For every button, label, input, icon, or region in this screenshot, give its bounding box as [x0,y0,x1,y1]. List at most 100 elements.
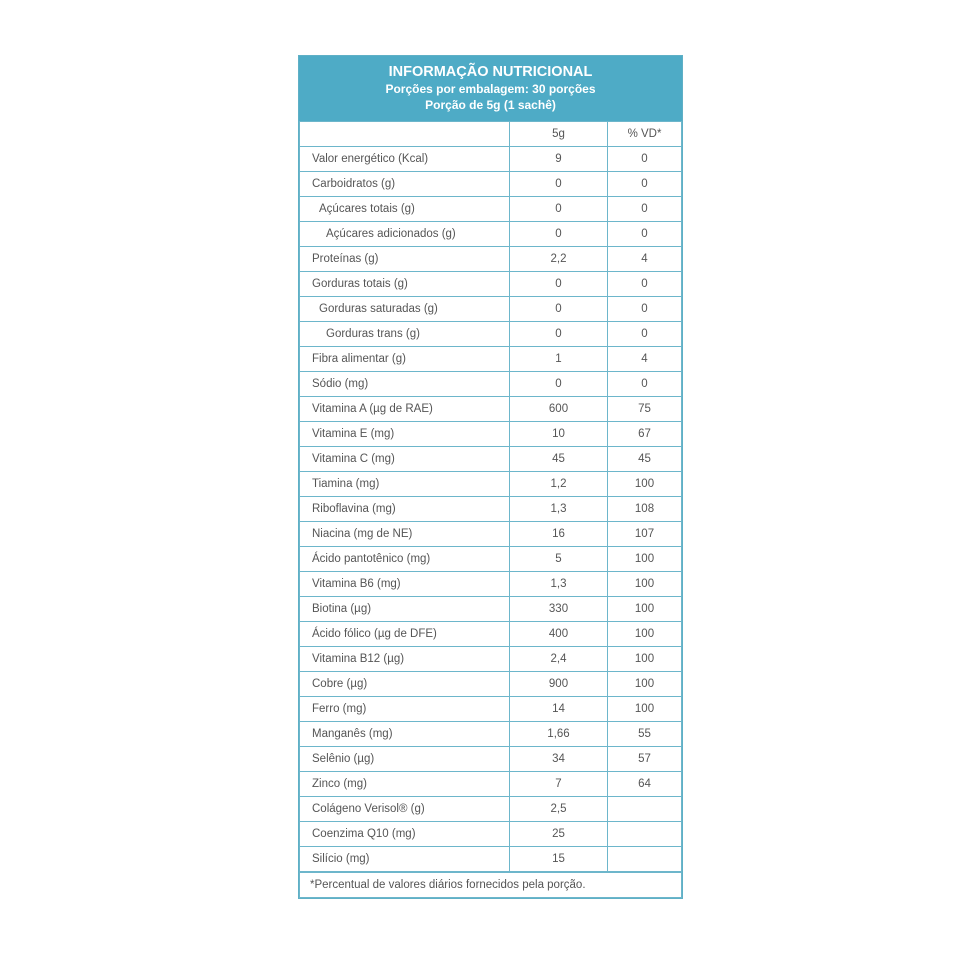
nutrient-name: Ferro (mg) [299,696,510,722]
amount-value: 0 [509,196,608,222]
amount-value: 0 [509,271,608,297]
portion-size: Porção de 5g (1 sachê) [425,98,556,112]
amount-value: 14 [509,696,608,722]
amount-value: 2,2 [509,246,608,272]
nutrient-name: Ácido pantotênico (mg) [299,546,510,572]
dv-value [607,796,682,822]
dv-value: 100 [607,696,682,722]
footnote-row: *Percentual de valores diários fornecido… [299,872,682,898]
table-row: Vitamina C (mg) 45 45 [299,446,682,472]
nutrient-name: Coenzima Q10 (mg) [299,821,510,847]
nutrient-name: Vitamina A (µg de RAE) [299,396,510,422]
nutrient-column-header [299,121,510,147]
dv-value: 100 [607,471,682,497]
dv-value: 67 [607,421,682,447]
amount-value: 45 [509,446,608,472]
nutrient-name: Ácido fólico (µg de DFE) [299,621,510,647]
table-row: Coenzima Q10 (mg) 25 [299,821,682,847]
nutrient-name: Proteínas (g) [299,246,510,272]
amount-value: 16 [509,521,608,547]
dv-value: 0 [607,171,682,197]
dv-value: 0 [607,371,682,397]
nutrient-name: Zinco (mg) [299,771,510,797]
amount-value: 9 [509,146,608,172]
nutrient-name: Manganês (mg) [299,721,510,747]
table-row: Ferro (mg) 14 100 [299,696,682,722]
table-row: Biotina (µg) 330 100 [299,596,682,622]
dv-value [607,846,682,872]
dv-value: 0 [607,196,682,222]
table-row: Riboflavina (mg) 1,3 108 [299,496,682,522]
amount-value: 2,4 [509,646,608,672]
table-row: Açúcares adicionados (g) 0 0 [299,221,682,247]
dv-value: 0 [607,146,682,172]
nutrient-name: Biotina (µg) [299,596,510,622]
table-row: Ácido pantotênico (mg) 5 100 [299,546,682,572]
nutrient-name: Niacina (mg de NE) [299,521,510,547]
dv-value: 4 [607,346,682,372]
table-row: Valor energético (Kcal) 9 0 [299,146,682,172]
amount-value: 330 [509,596,608,622]
table-row: Proteínas (g) 2,2 4 [299,246,682,272]
dv-value: 100 [607,621,682,647]
amount-value: 2,5 [509,796,608,822]
column-header-row: 5g % VD* [299,121,682,147]
nutrient-name: Silício (mg) [299,846,510,872]
nutrient-name: Açúcares adicionados (g) [299,221,510,247]
amount-column-header: 5g [509,121,608,147]
table-row: Vitamina A (µg de RAE) 600 75 [299,396,682,422]
dv-value: 57 [607,746,682,772]
amount-value: 15 [509,846,608,872]
table-title: INFORMAÇÃO NUTRICIONAL [388,64,593,80]
dv-value: 0 [607,221,682,247]
amount-value: 0 [509,296,608,322]
nutrient-name: Vitamina E (mg) [299,421,510,447]
dv-value: 0 [607,296,682,322]
nutrient-name: Selênio (µg) [299,746,510,772]
dv-value: 100 [607,571,682,597]
amount-value: 10 [509,421,608,447]
dv-value: 0 [607,271,682,297]
nutrient-name: Vitamina B6 (mg) [299,571,510,597]
nutrient-name: Gorduras totais (g) [299,271,510,297]
nutrient-grid: 5g % VD* Valor energético (Kcal) 9 0 Carboi… [299,121,682,872]
dv-value: 100 [607,671,682,697]
dv-value: 75 [607,396,682,422]
table-row: Selênio (µg) 34 57 [299,746,682,772]
amount-value: 1,66 [509,721,608,747]
table-row: Vitamina B12 (µg) 2,4 100 [299,646,682,672]
table-row: Tiamina (mg) 1,2 100 [299,471,682,497]
table-header: INFORMAÇÃO NUTRICIONAL Porções por embal… [299,56,682,121]
servings-per-package: Porções por embalagem: 30 porções [385,82,596,96]
footnote: *Percentual de valores diários fornecido… [299,872,682,898]
table-row: Silício (mg) 15 [299,846,682,872]
nutrient-name: Gorduras trans (g) [299,321,510,347]
nutrient-name: Fibra alimentar (g) [299,346,510,372]
dv-value: 45 [607,446,682,472]
nutrient-name: Tiamina (mg) [299,471,510,497]
table-row: Niacina (mg de NE) 16 107 [299,521,682,547]
amount-value: 600 [509,396,608,422]
amount-value: 0 [509,321,608,347]
dv-value: 0 [607,321,682,347]
nutrient-name: Gorduras saturadas (g) [299,296,510,322]
table-row: Vitamina B6 (mg) 1,3 100 [299,571,682,597]
dv-value [607,821,682,847]
dv-value: 100 [607,596,682,622]
amount-value: 25 [509,821,608,847]
table-row: Açúcares totais (g) 0 0 [299,196,682,222]
dv-value: 100 [607,546,682,572]
amount-value: 1,3 [509,571,608,597]
table-row: Gorduras trans (g) 0 0 [299,321,682,347]
amount-value: 5 [509,546,608,572]
amount-value: 7 [509,771,608,797]
nutrient-name: Carboidratos (g) [299,171,510,197]
amount-value: 1 [509,346,608,372]
table-row: Gorduras totais (g) 0 0 [299,271,682,297]
amount-value: 1,3 [509,496,608,522]
nutrient-name: Cobre (µg) [299,671,510,697]
table-row: Colágeno Verisol® (g) 2,5 [299,796,682,822]
amount-value: 34 [509,746,608,772]
nutrient-name: Sódio (mg) [299,371,510,397]
nutrient-name: Vitamina C (mg) [299,446,510,472]
